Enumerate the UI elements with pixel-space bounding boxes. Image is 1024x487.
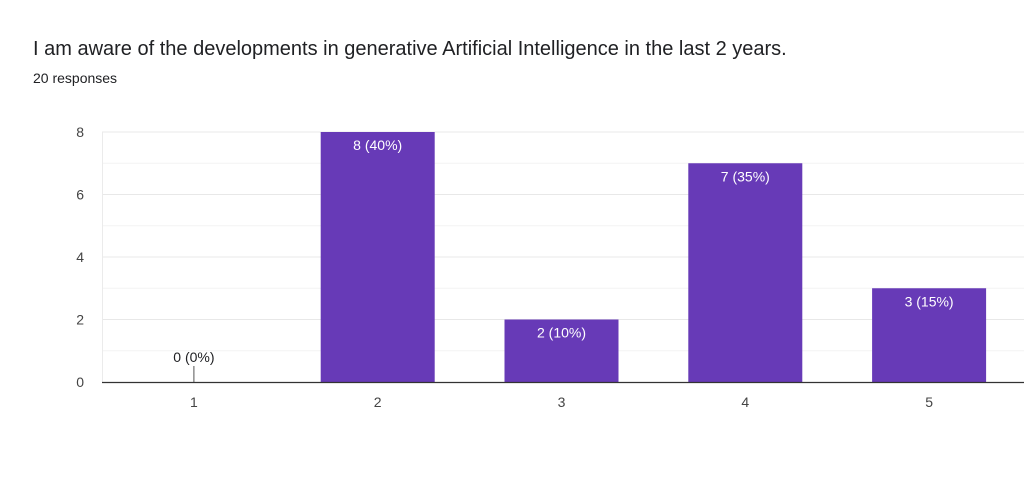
x-tick-label: 5 (925, 394, 933, 410)
y-tick-label: 4 (76, 249, 84, 265)
data-label: 2 (10%) (537, 325, 586, 341)
data-labels: 0 (0%) 8 (40%) 2 (10%) 7 (35%) 3 (15%) (173, 137, 953, 365)
y-tick-label: 6 (76, 187, 84, 203)
y-axis-ticks: 0 2 4 6 8 (76, 124, 84, 390)
x-axis-ticks: 1 2 3 4 5 (190, 394, 933, 410)
question-title: I am aware of the developments in genera… (33, 38, 787, 60)
x-tick-label: 1 (190, 394, 198, 410)
y-tick-label: 8 (76, 124, 84, 140)
x-tick-label: 2 (374, 394, 382, 410)
y-tick-label: 0 (76, 374, 84, 390)
bar-5 (872, 288, 987, 382)
grid-lines (102, 131, 1024, 382)
data-label: 8 (40%) (353, 137, 402, 153)
y-tick-label: 2 (76, 312, 84, 328)
data-label: 3 (15%) (905, 293, 954, 309)
data-label: 0 (0%) (173, 349, 214, 365)
bar-3 (504, 319, 619, 382)
data-label: 7 (35%) (721, 168, 770, 184)
bar-2 (320, 132, 435, 382)
bars (193, 132, 987, 382)
x-tick-label: 4 (741, 394, 749, 410)
bar-4 (688, 163, 803, 382)
x-tick-label: 3 (558, 394, 566, 410)
response-count: 20 responses (33, 70, 118, 86)
